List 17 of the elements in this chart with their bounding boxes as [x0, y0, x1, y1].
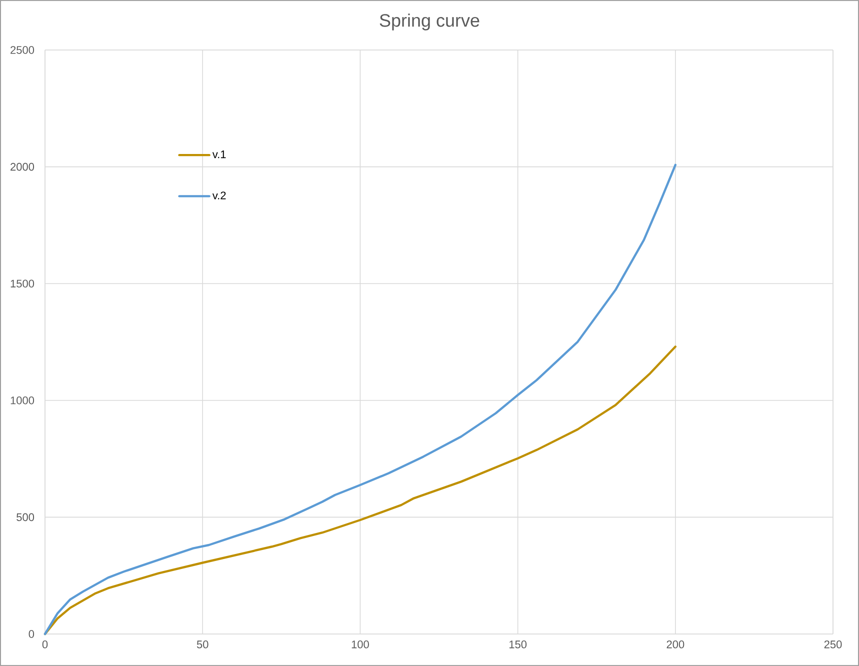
y-tick-label: 1000 — [10, 396, 34, 404]
y-tick-label: 2000 — [10, 162, 34, 171]
y-tick-label: 1500 — [10, 280, 34, 288]
y-tick-label: 0 — [28, 630, 34, 638]
line-series — [44, 346, 677, 636]
line-series — [44, 164, 677, 636]
x-tick-label: 50 — [196, 640, 208, 648]
x-tick-label: 0 — [42, 640, 48, 648]
x-tick-label: 150 — [509, 640, 527, 648]
y-tick-label: 500 — [16, 513, 34, 522]
x-tick-label: 100 — [352, 640, 369, 648]
x-tick-label: 250 — [824, 640, 842, 648]
legend-label: v.1 — [212, 150, 226, 158]
legend-label: v.2 — [212, 192, 226, 200]
x-tick-label: 200 — [666, 640, 684, 648]
y-tick-label: 2500 — [10, 46, 34, 54]
chart-title: Spring curve — [380, 14, 480, 30]
